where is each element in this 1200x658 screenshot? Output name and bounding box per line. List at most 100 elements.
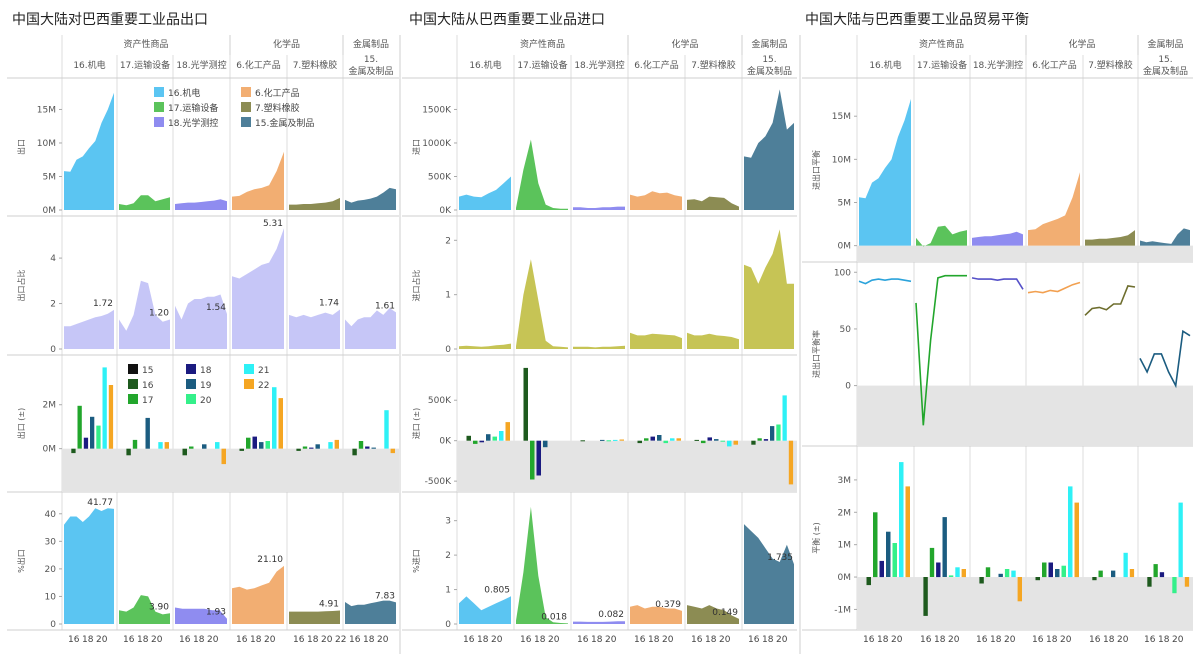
bar-mark [650,436,655,441]
y-tick-label: 4 [50,254,56,264]
bar-mark [158,442,163,449]
line-series [1084,285,1136,316]
x-tick-label: 18 [1158,635,1170,645]
y-axis-label: %进口 [412,549,421,573]
bar-mark [523,367,528,441]
bar-mark [479,440,484,443]
bar-mark [492,436,497,441]
bar-mark [1042,562,1047,578]
bar-mark [1153,564,1158,578]
data-label: 1.72 [93,299,113,309]
y-tick-label: 3M [838,476,852,486]
bar-mark [657,435,662,441]
bar-mark [670,438,675,441]
x-tick-label: 20 [1060,635,1072,645]
negative-region [457,440,797,492]
bar-mark [727,440,732,447]
y-tick-label: 2 [50,300,56,310]
category-label: 15. [1158,55,1172,65]
legend-swatch [241,87,251,97]
legend-swatch [154,102,164,112]
area-mark [289,610,340,624]
bar-mark [998,573,1003,577]
x-tick-label: 16 [691,635,703,645]
y-tick-label: 5M [838,198,852,208]
category-label: 17.运输设备 [917,59,967,71]
category-label: 15. [364,55,378,65]
x-tick-label: 20 [1117,635,1129,645]
category-label: 7.塑料橡胶 [1088,59,1133,71]
area-mark [972,231,1023,246]
legend-year-swatch [128,379,138,389]
category-label: 17.运输设备 [120,59,170,71]
x-tick-label: 18 [193,635,205,645]
category-label: 金属及制品 [747,65,792,77]
bar-mark [1074,502,1079,578]
y-tick-label: 0K [439,206,452,216]
x-tick-label: 16 [634,635,646,645]
y-tick-label: 500K [428,172,452,182]
bar-mark [905,486,910,578]
y-tick-label: 1 [445,291,451,301]
area-mark [516,506,568,624]
category-label: 6.化工产品 [634,59,679,71]
x-tick-label: 20 [1172,635,1184,645]
category-label: 16.机电 [469,59,501,71]
bar-mark [979,577,984,584]
bar-mark [302,446,308,449]
y-tick-label: 0 [445,345,451,355]
area-mark [64,508,114,624]
y-tick-label: 15M [37,105,56,115]
group-label-chemicals: 化学品 [1068,38,1095,50]
bar-mark [505,422,510,441]
legend-year-swatch [244,364,254,374]
bar-mark [145,417,150,449]
data-label: 5.31 [263,219,283,229]
legend-year-swatch [128,394,138,404]
x-tick-label: 18 [477,635,489,645]
x-tick-label: 16 [179,635,191,645]
category-label: 6.化工产品 [1032,59,1077,71]
area-mark [573,345,625,349]
legend-swatch [241,102,251,112]
legend-swatch [241,117,251,127]
area-mark [232,565,284,624]
bar-mark [720,440,725,442]
bar-mark [466,435,471,441]
y-tick-label: 1500K [422,105,452,115]
category-label: 17.运输设备 [517,59,567,71]
y-tick-label: 40 [45,510,57,520]
bar-mark [536,440,541,476]
x-tick-label: 16 [463,635,475,645]
bar-mark [1159,572,1165,578]
bar-mark [202,444,207,449]
x-tick-label: 18 [1046,635,1058,645]
x-tick-label: 16 [520,635,532,645]
y-tick-label: 0M [43,206,57,216]
y-axis-label: 进口 (±) [412,408,421,440]
bar-mark [543,440,548,448]
bar-mark [751,440,756,445]
area-mark [630,605,682,624]
x-tick-label: 16 [68,635,80,645]
bar-mark [644,438,649,441]
legend-label: 7.塑料橡胶 [255,102,300,114]
area-mark [64,92,114,210]
area-mark [459,343,511,349]
negative-region [857,385,1193,446]
legend-year-swatch [186,364,196,374]
y-tick-label: 20 [45,565,57,575]
legend-swatch [154,87,164,97]
bar-mark [384,410,389,449]
x-tick-label: 20 [719,635,731,645]
data-label: 0.082 [598,610,624,620]
bar-mark [866,577,871,586]
x-tick-label: 20 [776,635,788,645]
bar-mark [71,448,76,454]
data-label: 0.018 [541,612,567,622]
bar-mark [499,431,504,441]
category-label: 7.塑料橡胶 [293,59,338,71]
y-axis-label: 平衡 (±) [811,522,821,554]
